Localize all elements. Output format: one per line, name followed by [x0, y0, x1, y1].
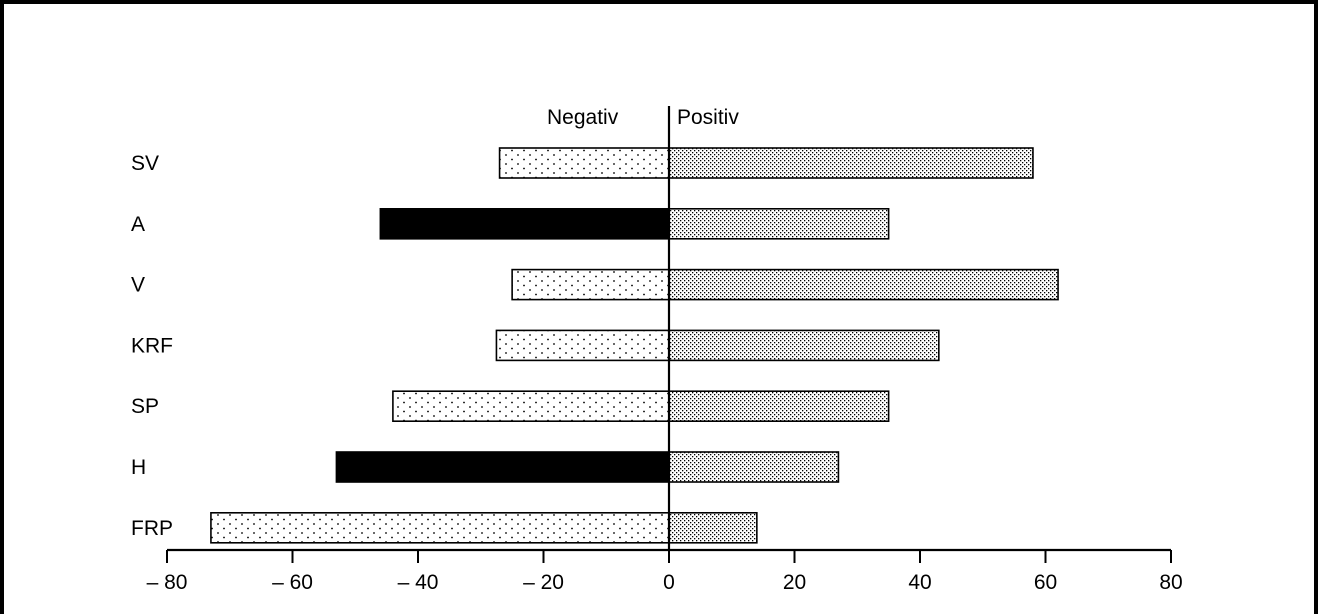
category-label: V [131, 274, 145, 297]
positive-bar [668, 390, 890, 423]
category-label: SP [131, 395, 159, 418]
x-tick-label: 60 [1034, 571, 1057, 594]
category-label: KRF [131, 334, 173, 357]
negative-bar [392, 390, 670, 423]
x-tick-label: – 80 [147, 571, 188, 594]
header-negative: Negativ [547, 106, 619, 129]
negative-bar [498, 147, 670, 179]
category-label: SV [131, 152, 159, 175]
negative-bar [210, 511, 670, 544]
negative-bar [495, 329, 670, 362]
x-tick-label: 0 [663, 571, 675, 594]
positive-bar [668, 147, 1034, 179]
negative-bar [511, 268, 670, 301]
x-tick-label: 20 [783, 571, 806, 594]
x-tick-label: 40 [908, 571, 931, 594]
negative-bar [379, 208, 670, 240]
category-label: FRP [131, 517, 173, 540]
x-tick-label: – 60 [272, 571, 313, 594]
header-positive: Positiv [677, 106, 739, 129]
positive-bar [668, 329, 940, 362]
positive-bar [668, 208, 890, 240]
category-label: A [131, 213, 145, 236]
x-tick-label: 80 [1159, 571, 1182, 594]
positive-bar [668, 451, 840, 483]
x-tick-label: – 20 [523, 571, 564, 594]
category-label: H [131, 456, 146, 479]
positive-bar [668, 268, 1059, 301]
positive-bar [668, 511, 758, 544]
x-tick-label: – 40 [398, 571, 439, 594]
negative-bar [335, 451, 670, 483]
